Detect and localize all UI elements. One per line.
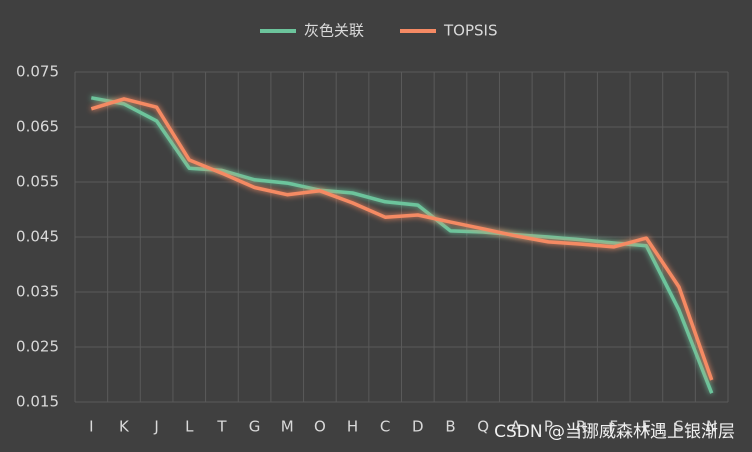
x-tick-label: N (706, 418, 717, 436)
x-tick-label: T (216, 418, 227, 436)
x-tick-label: L (185, 418, 194, 436)
x-tick-label: Q (477, 418, 489, 436)
x-tick-label: M (281, 418, 294, 436)
x-tick-label: D (412, 418, 424, 436)
y-tick-label: 0.065 (16, 118, 59, 136)
x-tick-label: H (347, 418, 358, 436)
y-tick-label: 0.015 (16, 393, 59, 411)
x-tick-label: F (609, 418, 618, 436)
y-tick-label: 0.035 (16, 283, 59, 301)
x-tick-label: R (576, 418, 586, 436)
x-tick-label: P (544, 418, 553, 436)
y-tick-label: 0.075 (16, 63, 59, 81)
y-tick-label: 0.045 (16, 228, 59, 246)
legend-label: TOPSIS (443, 22, 497, 40)
x-tick-label: O (314, 418, 326, 436)
series-line (90, 96, 714, 394)
y-tick-label: 0.025 (16, 338, 59, 356)
x-tick-label: S (674, 418, 684, 436)
legend-label: 灰色关联 (304, 22, 364, 40)
y-tick-label: 0.055 (16, 173, 59, 191)
x-tick-label: C (380, 418, 390, 436)
x-tick-label: G (249, 418, 261, 436)
x-tick-label: K (119, 418, 130, 436)
x-tick-label: J (153, 418, 158, 436)
x-tick-label: B (445, 418, 455, 436)
x-tick-label: A (511, 418, 522, 436)
x-tick-label: I (89, 418, 93, 436)
x-tick-label: E (642, 418, 651, 436)
watermark: CSDN @当挪威森林遇上银渐层 (494, 422, 735, 442)
series-line (90, 97, 714, 381)
